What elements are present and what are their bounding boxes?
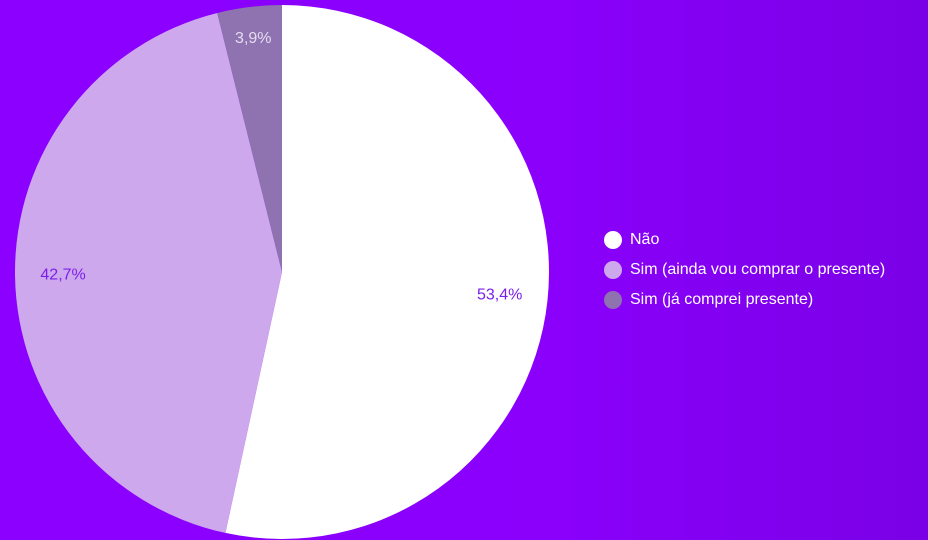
- pie-slice-sim-ja[interactable]: [217, 5, 282, 272]
- pie-slice-sim-ainda[interactable]: [14, 12, 282, 533]
- pie-slice-label-nao: 53,4%: [477, 287, 522, 304]
- legend-swatch-nao: [604, 231, 622, 249]
- pie-slice-label-sim-ainda: 42,7%: [40, 267, 85, 284]
- legend-item-sim-ainda[interactable]: Sim (ainda vou comprar o presente): [604, 260, 885, 280]
- pie-slice-nao[interactable]: [225, 5, 549, 539]
- legend-swatch-sim-ainda: [604, 261, 622, 279]
- legend-swatch-sim-ja: [604, 291, 622, 309]
- legend-item-sim-ja[interactable]: Sim (já comprei presente): [604, 290, 885, 310]
- chart-legend: Não Sim (ainda vou comprar o presente) S…: [604, 230, 885, 310]
- legend-label-sim-ainda: Sim (ainda vou comprar o presente): [630, 261, 886, 278]
- legend-label-sim-ja: Sim (já comprei presente): [630, 291, 814, 308]
- legend-item-nao[interactable]: Não: [604, 230, 885, 250]
- pie-slice-label-sim-ja: 3,9%: [235, 30, 271, 47]
- legend-label-nao: Não: [630, 231, 660, 248]
